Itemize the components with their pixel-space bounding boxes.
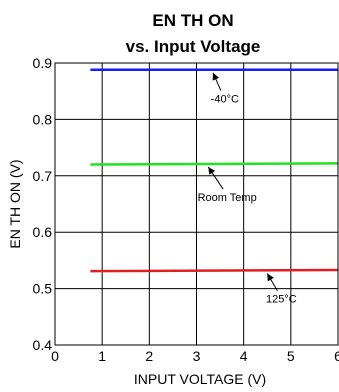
annotation-label-1: Room Temp bbox=[198, 192, 257, 204]
x-tick-labels: 0 1 2 3 4 5 6 bbox=[51, 348, 339, 364]
y-tick-label-4: 0.8 bbox=[33, 111, 53, 127]
chart-title-line2: vs. Input Voltage bbox=[126, 37, 261, 56]
y-tick-label-1: 0.5 bbox=[33, 281, 53, 297]
y-axis-label: EN TH ON (V) bbox=[7, 159, 23, 248]
annotation-arrowhead-1 bbox=[208, 166, 216, 175]
annotation-arrowhead-2 bbox=[267, 273, 274, 282]
x-tick-label-1: 1 bbox=[98, 348, 106, 364]
series-line-1 bbox=[90, 162, 339, 166]
x-tick-label-6: 6 bbox=[334, 348, 339, 364]
chart-title-line1: EN TH ON bbox=[152, 11, 233, 30]
x-tick-label-2: 2 bbox=[145, 348, 153, 364]
y-tick-label-0: 0.4 bbox=[33, 337, 53, 353]
annotation-label-0: -40°C bbox=[211, 93, 239, 105]
x-tick-label-0: 0 bbox=[51, 348, 59, 364]
y-tick-label-2: 0.6 bbox=[33, 224, 53, 240]
annotations: -40°C Room Temp 125°C bbox=[198, 72, 297, 306]
plot-frame bbox=[54, 62, 339, 346]
x-axis-label: INPUT VOLTAGE (V) bbox=[134, 371, 266, 387]
series-line-2 bbox=[90, 268, 339, 273]
grid bbox=[55, 63, 338, 345]
y-tick-label-3: 0.7 bbox=[33, 168, 53, 184]
y-tick-labels: 0.4 0.5 0.6 0.7 0.8 0.9 bbox=[33, 55, 53, 353]
x-tick-label-5: 5 bbox=[287, 348, 295, 364]
annotation-arrowhead-0 bbox=[212, 72, 220, 81]
series-lines bbox=[90, 68, 339, 273]
annotation-label-2: 125°C bbox=[266, 294, 297, 306]
x-tick-label-4: 4 bbox=[240, 348, 248, 364]
x-tick-label-3: 3 bbox=[193, 348, 201, 364]
y-tick-label-5: 0.9 bbox=[33, 55, 53, 71]
